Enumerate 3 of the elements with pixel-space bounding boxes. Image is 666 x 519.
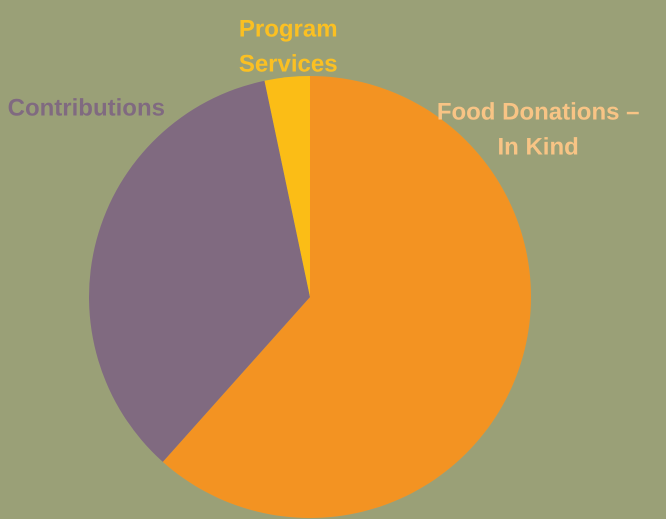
slice-label: Food Donations – In Kind [436, 99, 640, 162]
pie-slice [264, 76, 310, 297]
slice-label: Program Services [238, 16, 338, 78]
